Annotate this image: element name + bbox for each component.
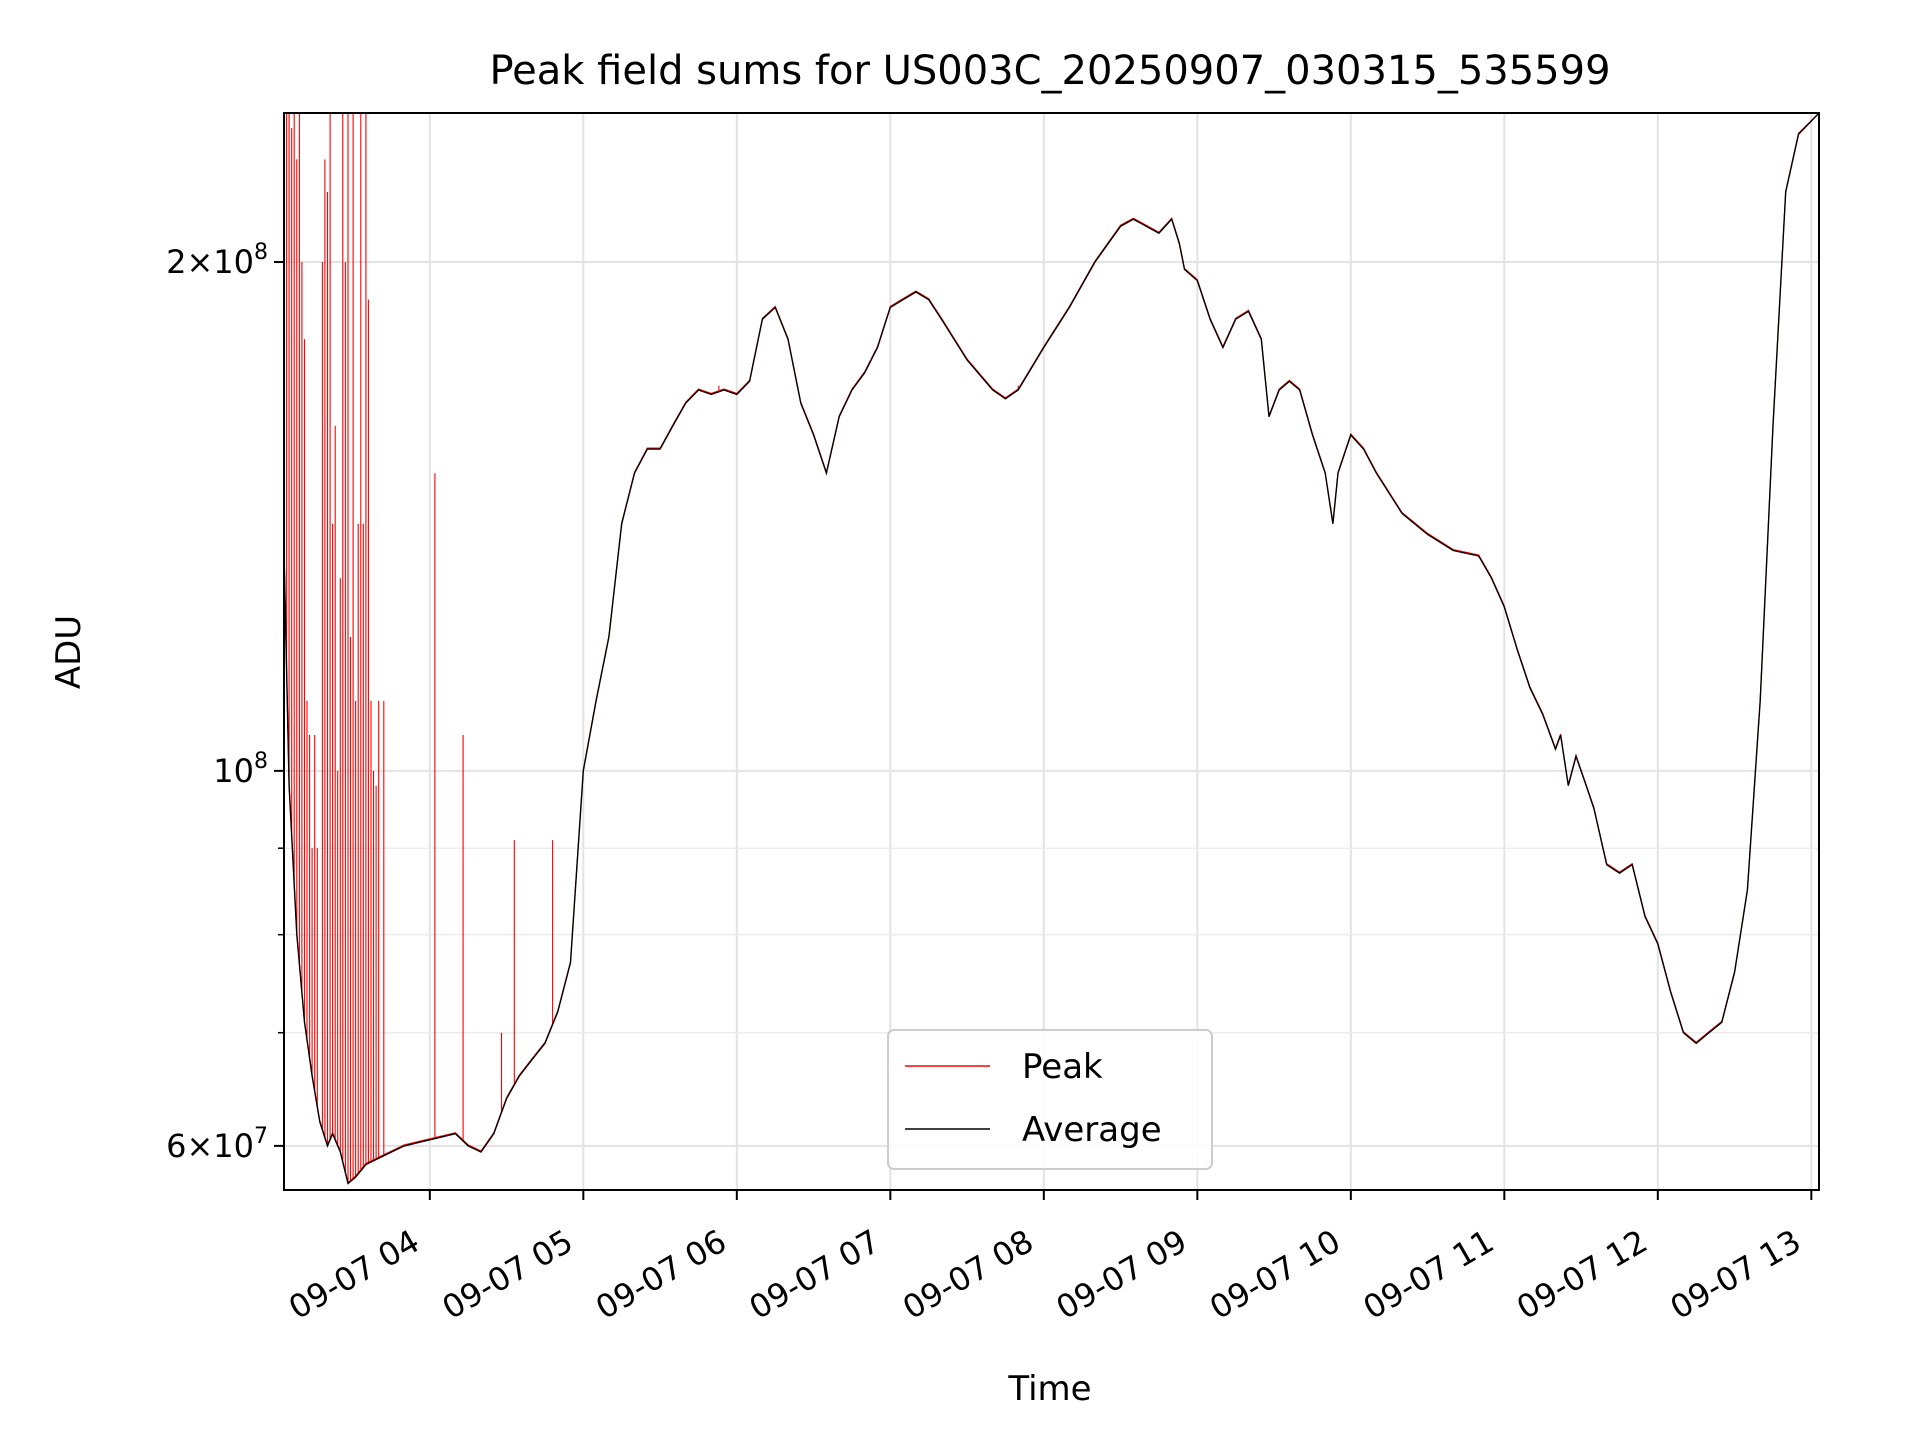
legend-peak-label: Peak: [1022, 1047, 1103, 1087]
series-lines: [283, 112, 1820, 1185]
x-axis-label: Time: [1007, 1369, 1091, 1409]
y-axis-label: ADU: [49, 615, 89, 689]
average-series-line: [283, 112, 1820, 1185]
legend: Peak Average: [887, 1029, 1213, 1170]
y-tick-label: 2×108: [166, 240, 268, 281]
y-tick-label: 6×107: [166, 1124, 268, 1165]
plot-frame: [283, 112, 1820, 1191]
y-tick-label: 108: [213, 749, 268, 790]
legend-box: [887, 1029, 1213, 1170]
y-axis-ticks: 6×107 108 2×108: [166, 240, 284, 1165]
legend-average-label: Average: [1022, 1110, 1162, 1150]
chart-title: Peak field sums for US003C_20250907_0303…: [489, 48, 1610, 94]
